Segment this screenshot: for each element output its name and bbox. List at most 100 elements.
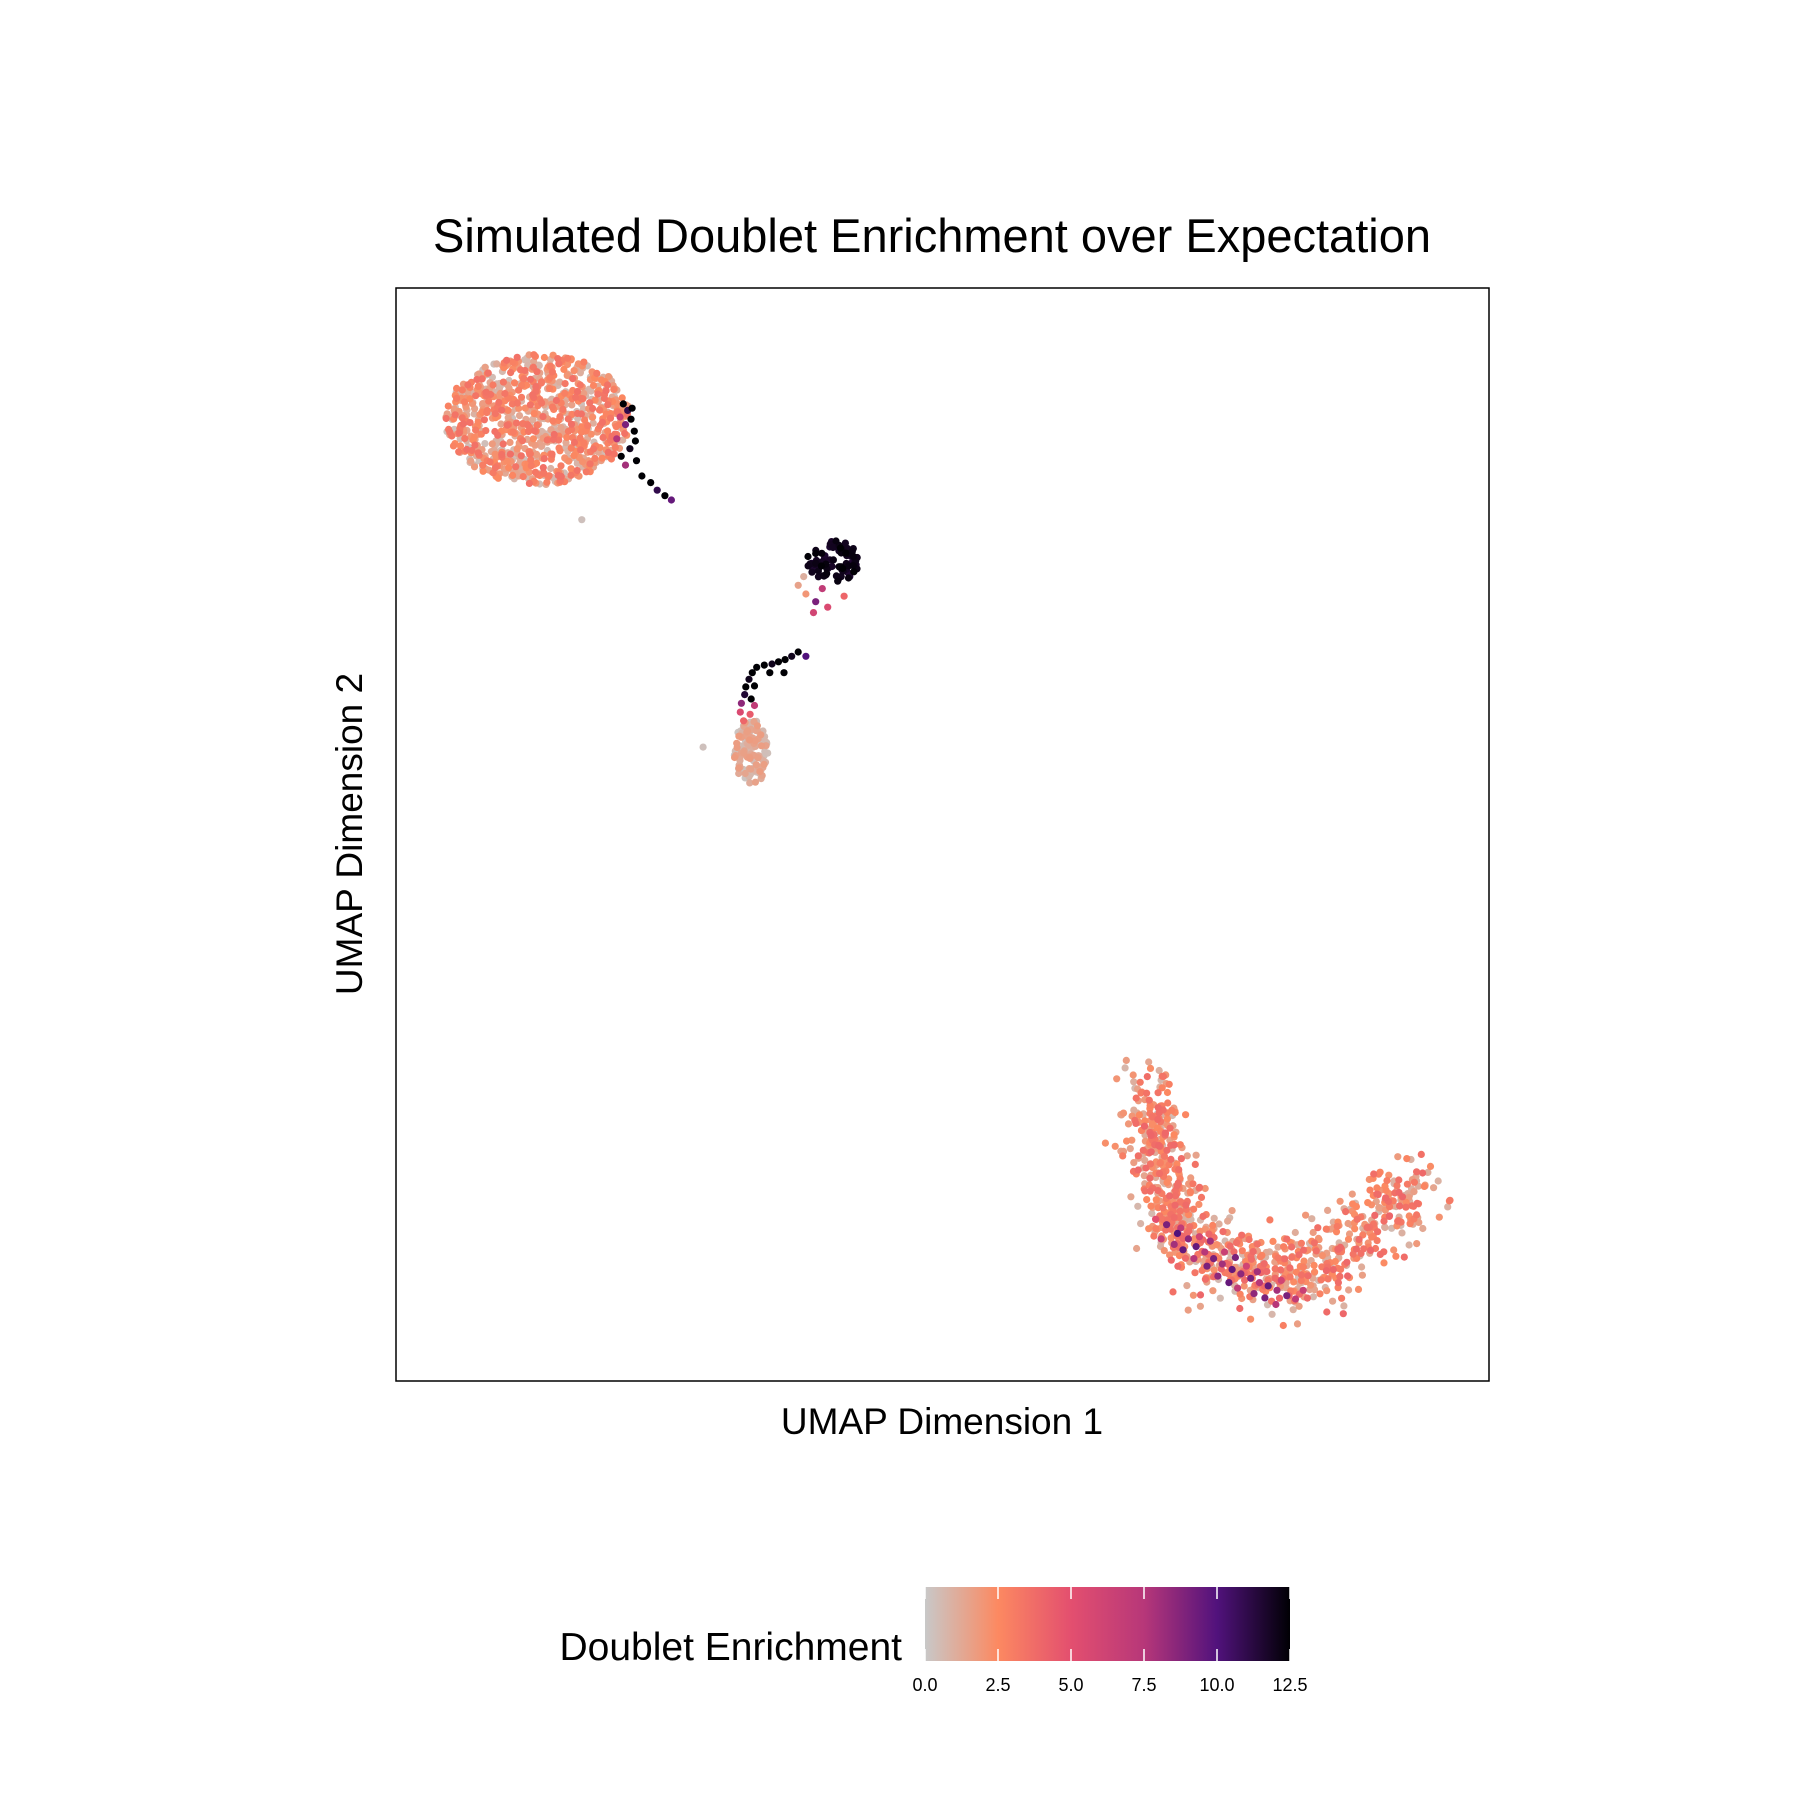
scatter-point xyxy=(519,473,527,481)
scatter-point xyxy=(1139,1146,1147,1154)
scatter-point xyxy=(550,430,558,439)
scatter-point xyxy=(1274,1243,1282,1251)
scatter-point xyxy=(627,415,635,423)
scatter-point xyxy=(610,450,618,458)
scatter-point xyxy=(1291,1228,1299,1237)
scatter-point xyxy=(1154,1089,1162,1097)
scatter-point xyxy=(1371,1211,1379,1219)
scatter-point xyxy=(501,390,509,398)
scatter-point xyxy=(1119,1109,1128,1117)
scatter-point xyxy=(603,381,612,389)
scatter-point xyxy=(1373,1190,1381,1198)
scatter-point xyxy=(804,562,812,570)
scatter-point xyxy=(1333,1222,1341,1231)
scatter-point xyxy=(1148,1209,1156,1218)
scatter-point xyxy=(1150,1232,1158,1240)
scatter-point xyxy=(479,400,487,408)
scatter-point xyxy=(1155,1066,1163,1075)
scatter-point xyxy=(1163,1146,1171,1154)
scatter-point xyxy=(751,778,760,786)
scatter-point xyxy=(748,669,756,677)
scatter-point xyxy=(1130,1078,1138,1086)
scatter-point xyxy=(1171,1201,1179,1209)
scatter-point xyxy=(817,562,826,570)
scatter-point xyxy=(1201,1184,1209,1193)
scatter-point xyxy=(850,568,858,576)
scatter-point xyxy=(1236,1290,1244,1298)
scatter-point xyxy=(599,433,607,442)
scatter-point xyxy=(584,422,592,430)
scatter-point xyxy=(766,669,774,677)
scatter-point xyxy=(742,683,750,691)
scatter-point xyxy=(458,414,466,422)
scatter-point xyxy=(591,454,599,462)
scatter-point xyxy=(572,393,580,401)
scatter-point xyxy=(1126,1145,1134,1153)
scatter-point xyxy=(619,400,627,408)
scatter-point xyxy=(1155,1170,1164,1178)
scatter-point xyxy=(1154,1104,1162,1112)
scatter-point xyxy=(527,456,535,464)
scatter-point xyxy=(1288,1253,1296,1261)
scatter-point xyxy=(1163,1088,1172,1097)
scatter-point xyxy=(1119,1152,1127,1160)
scatter-point xyxy=(494,474,502,482)
scatter-point xyxy=(804,552,812,561)
scatter-point xyxy=(1419,1169,1427,1177)
scatter-point xyxy=(1182,1201,1190,1209)
scatter-point xyxy=(733,743,741,752)
scatter-point xyxy=(453,394,461,402)
scatter-point xyxy=(1349,1250,1357,1258)
scatter-point xyxy=(459,420,467,428)
scatter-point xyxy=(466,395,474,403)
scatter-point xyxy=(1195,1233,1203,1241)
scatter-point xyxy=(1170,1213,1178,1222)
scatter-point xyxy=(1295,1302,1303,1310)
scatter-point xyxy=(1183,1229,1191,1238)
scatter-point xyxy=(548,403,557,411)
scatter-point xyxy=(548,450,556,458)
scatter-point xyxy=(526,401,535,409)
scatter-point xyxy=(1403,1155,1411,1163)
scatter-point xyxy=(484,369,492,377)
scatter-point xyxy=(823,570,831,578)
scatter-point xyxy=(832,537,840,545)
scatter-point xyxy=(604,427,612,435)
scatter-point xyxy=(455,448,463,456)
scatter-point xyxy=(824,603,832,611)
scatter-point xyxy=(582,427,590,435)
scatter-point xyxy=(1192,1243,1200,1251)
scatter-point xyxy=(1189,1180,1197,1188)
scatter-point xyxy=(1228,1265,1236,1274)
scatter-point xyxy=(1195,1200,1203,1208)
scatter-point xyxy=(1344,1272,1352,1280)
scatter-point xyxy=(557,424,565,432)
scatter-point xyxy=(580,358,588,366)
scatter-point xyxy=(485,397,493,405)
scatter-point xyxy=(540,353,549,362)
scatter-point xyxy=(474,449,482,457)
scatter-point xyxy=(1255,1279,1264,1287)
scatter-point xyxy=(1141,1187,1149,1195)
scatter-point xyxy=(1134,1152,1142,1160)
scatter-point xyxy=(1175,1166,1183,1174)
scatter-point xyxy=(530,351,538,359)
scatter-point xyxy=(451,411,459,419)
scatter-point xyxy=(486,458,494,466)
scatter-point xyxy=(473,375,481,384)
scatter-point xyxy=(489,381,497,389)
scatter-point xyxy=(1161,1129,1169,1137)
scatter-point xyxy=(602,387,610,395)
scatter-point xyxy=(577,446,585,454)
scatter-point xyxy=(1380,1259,1388,1267)
scatter-point xyxy=(1299,1263,1307,1271)
scatter-point xyxy=(517,452,525,460)
scatter-point xyxy=(555,444,563,452)
scatter-point xyxy=(1363,1223,1371,1232)
scatter-point xyxy=(556,378,564,386)
scatter-point xyxy=(1209,1221,1217,1229)
scatter-point xyxy=(505,464,513,472)
scatter-point xyxy=(456,442,465,450)
scatter-point xyxy=(573,466,581,475)
scatter-point xyxy=(746,736,754,744)
